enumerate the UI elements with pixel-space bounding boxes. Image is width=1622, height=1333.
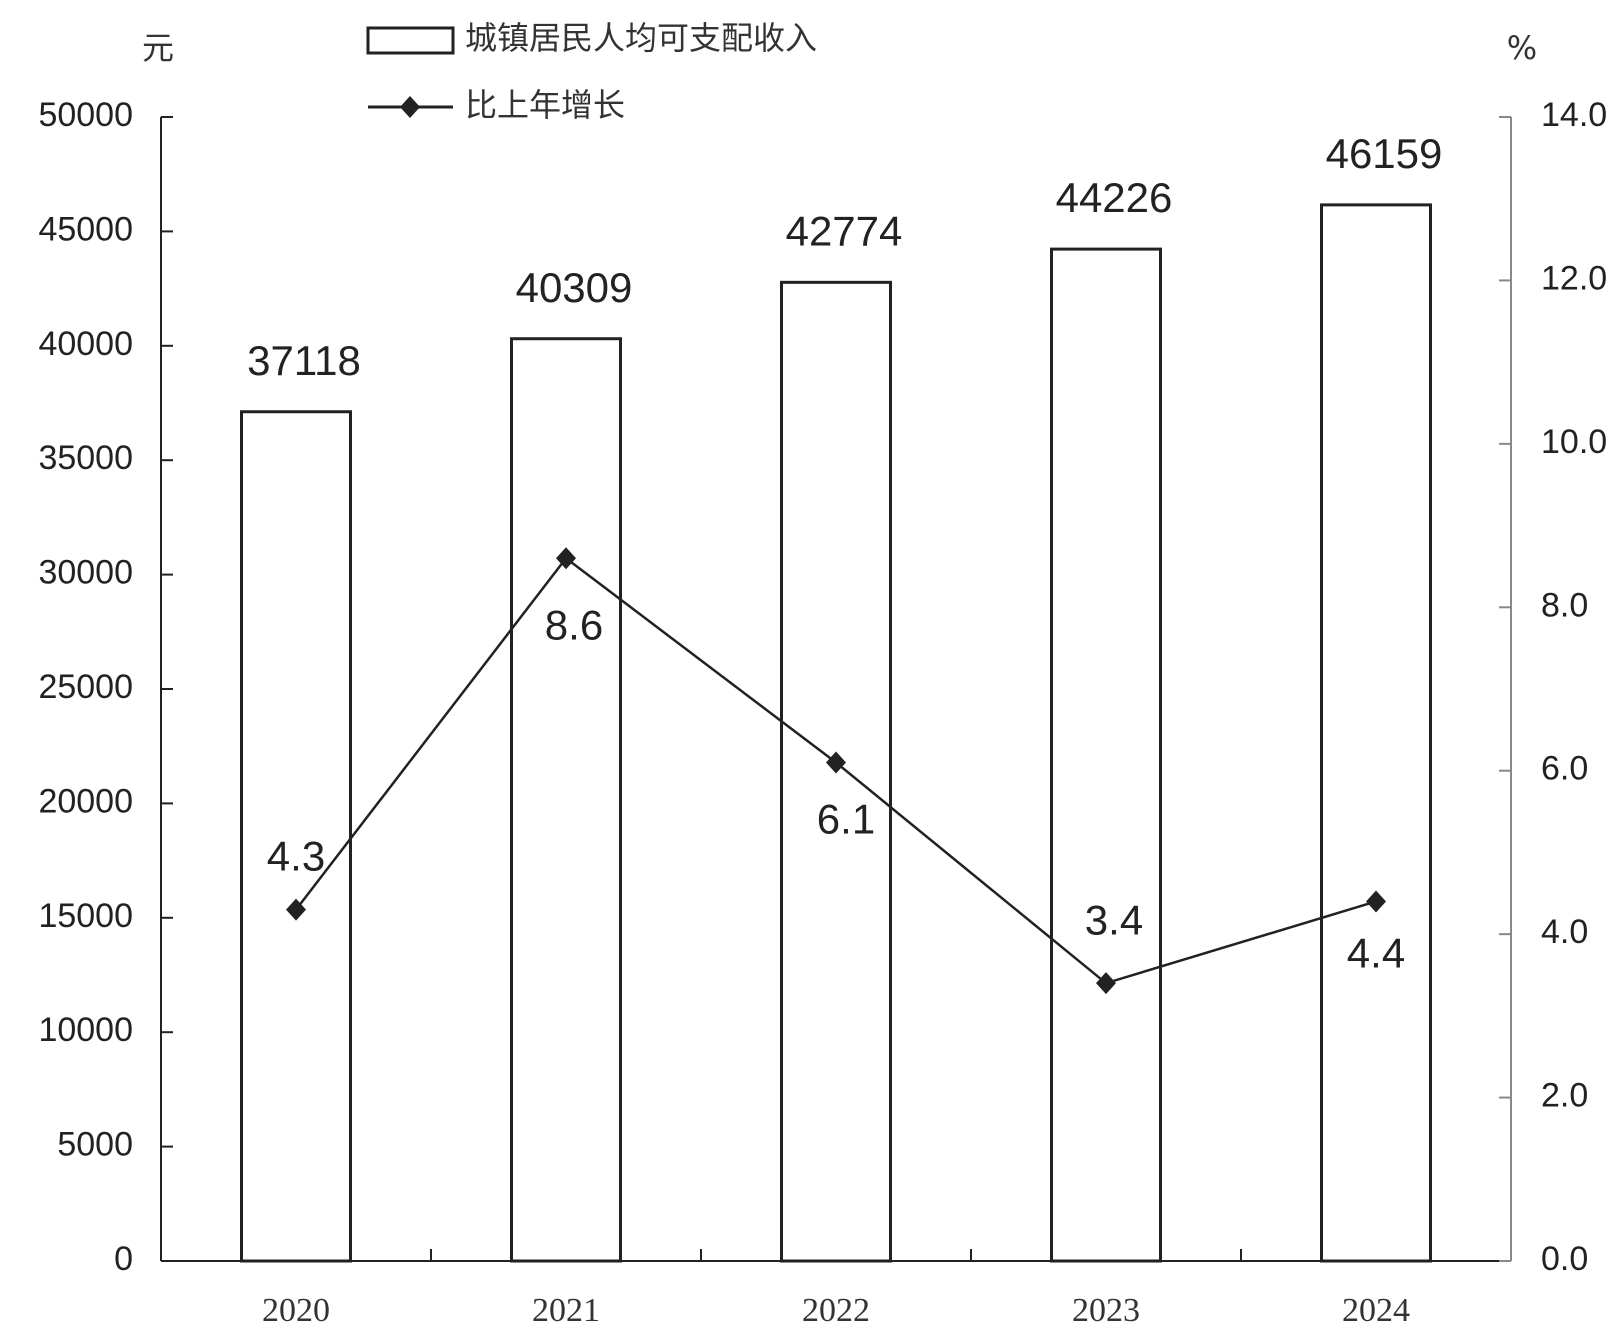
line-value-label: 8.6 [545,601,603,648]
bar-value-label: 40309 [516,264,633,311]
x-tick-label: 2020 [262,1292,330,1329]
y2-tick-label: 14.0 [1541,96,1607,134]
x-tick-label: 2023 [1072,1292,1140,1329]
bar [1050,247,1162,1263]
line-marker [1096,972,1116,995]
y-tick-label: 5000 [57,1126,133,1164]
y2-tick-label: 10.0 [1541,423,1607,461]
x-tick-label: 2021 [532,1292,600,1329]
y2-tick-label: 2.0 [1541,1077,1588,1115]
y-axis-unit: 元 [142,29,174,67]
y-tick-label: 0 [114,1240,133,1278]
x-tick-label: 2024 [1342,1292,1410,1329]
bar [1320,203,1432,1263]
bar-value-label: 37118 [247,337,361,384]
line-value-label: 3.4 [1085,896,1143,943]
y-tick-label: 15000 [38,897,133,935]
bar-value-label: 44226 [1056,174,1173,221]
bar [780,280,892,1263]
y-tick-label: 25000 [38,668,133,706]
y-tick-label: 10000 [38,1011,133,1049]
y-tick-label: 40000 [38,325,133,363]
line-value-label: 4.3 [267,833,325,880]
y2-tick-label: 12.0 [1541,259,1607,297]
y-tick-label: 30000 [38,554,133,592]
y2-tick-label: 6.0 [1541,750,1588,788]
bar-value-label: 46159 [1326,130,1443,177]
legend-marker [400,96,420,118]
y2-tick-label: 4.0 [1541,913,1588,951]
y-tick-label: 20000 [38,782,133,820]
y2-tick-label: 8.0 [1541,586,1588,624]
line-marker [286,898,306,921]
bar [240,410,352,1263]
y-tick-label: 35000 [38,439,133,477]
y-tick-label: 50000 [38,96,133,134]
legend-label: 比上年增长 [465,86,625,124]
y2-axis-unit: % [1507,29,1537,67]
y2-tick-label: 0.0 [1541,1240,1588,1278]
legend-swatch [366,26,455,55]
x-tick-label: 2022 [802,1292,870,1329]
y-tick-label: 45000 [38,210,133,248]
line-marker [826,751,846,774]
line-value-label: 4.4 [1347,930,1405,977]
legend-label: 城镇居民人均可支配收入 [465,19,817,57]
bar-value-label: 42774 [786,207,903,254]
line-marker [1366,890,1386,913]
bar [510,337,622,1263]
line-marker [556,547,576,570]
line-value-label: 6.1 [817,796,875,843]
